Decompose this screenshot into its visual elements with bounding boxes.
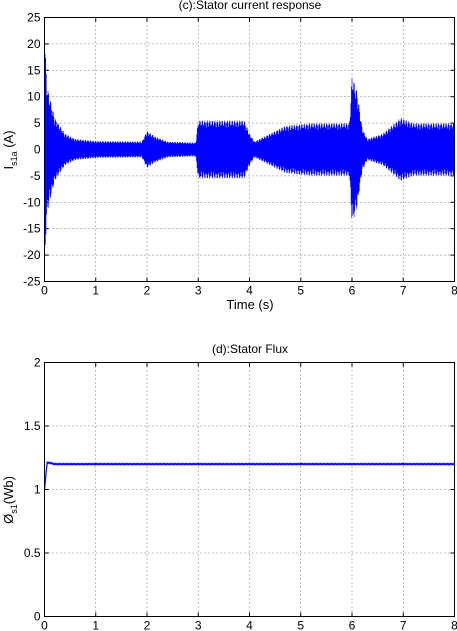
y-tick-label: -25: [23, 275, 41, 289]
x-tick-label: 0: [41, 284, 48, 298]
x-tick-label: 5: [297, 619, 304, 631]
series-line: [43, 460, 455, 490]
y-tick-label: -5: [30, 169, 41, 183]
x-tick-label: 3: [195, 619, 202, 631]
plot-title: (d):Stator Flux: [212, 342, 288, 356]
plot-frame: [44, 362, 455, 617]
y-tick-label: 15: [27, 63, 41, 77]
x-tick-label: 5: [297, 284, 304, 298]
y-tick-label: 5: [34, 116, 41, 130]
x-tick-label: 1: [92, 619, 99, 631]
y-tick-label: 1: [34, 483, 41, 497]
x-tick-label: 7: [400, 619, 407, 631]
x-axis-label: Time (s): [226, 297, 273, 312]
y-tick-label: 20: [27, 37, 41, 51]
y-axis-label-units: (Wb): [1, 476, 16, 504]
series-line: [44, 53, 455, 246]
plot-title: (c):Stator current response: [179, 0, 322, 12]
series-lines: [44, 53, 455, 246]
y-axis-label: Is1a (A): [1, 130, 19, 169]
x-tick-labels: 0 1 2 3 4 5 6 7 8: [41, 284, 457, 298]
y-tick-label: -10: [23, 195, 41, 209]
x-tick-label: 3: [195, 284, 202, 298]
x-tick-label: 4: [246, 284, 253, 298]
x-tick-label: 7: [400, 284, 407, 298]
x-tick-label: 0: [41, 619, 48, 631]
x-tick-label: 8: [451, 619, 457, 631]
y-tick-label: 0: [34, 610, 41, 624]
x-tick-label: 8: [451, 284, 457, 298]
y-axis-label-units: (A): [1, 130, 16, 151]
y-tick-label: -20: [23, 248, 41, 262]
y-axis-label-main: I: [1, 166, 16, 170]
y-tick-labels: 25 20 15 10 5 0 -5 -10 -15 -20 -25: [23, 11, 41, 289]
y-tick-label: 25: [27, 11, 41, 25]
x-tick-label: 6: [349, 284, 356, 298]
x-tick-label: 1: [92, 284, 99, 298]
plot-frame: [44, 17, 455, 282]
y-axis-label-main: Ø: [1, 514, 16, 524]
y-tick-label: 0: [34, 143, 41, 157]
y-tick-labels: 2 1.5 1 0.5 0: [24, 356, 41, 624]
y-axis-label-sub: s1a: [9, 151, 19, 166]
y-axis-label: Øs1(Wb): [1, 476, 19, 524]
x-tick-label: 4: [246, 619, 253, 631]
x-tick-label: 2: [144, 619, 151, 631]
y-tick-label: 10: [27, 90, 41, 104]
y-tick-label: 1.5: [24, 419, 41, 433]
x-tick-labels: 0 1 2 3 4 5 6 7 8: [41, 619, 457, 631]
grid-lines: [44, 362, 455, 617]
y-tick-label: 0.5: [24, 546, 41, 560]
y-tick-label: -15: [23, 222, 41, 236]
series-lines: [43, 460, 455, 490]
y-tick-label: 2: [34, 356, 41, 370]
y-axis-label-sub: s1: [9, 504, 19, 514]
x-tick-label: 6: [349, 619, 356, 631]
subplot-stator-current: (c):Stator current response 2520151050-5…: [1, 0, 457, 312]
x-tick-label: 2: [144, 284, 151, 298]
subplot-stator-flux: (d):Stator Flux 2 1.5 1 0.5 0 0 1 2 3 4 5 6 7 8 Øs1(…: [1, 342, 457, 631]
